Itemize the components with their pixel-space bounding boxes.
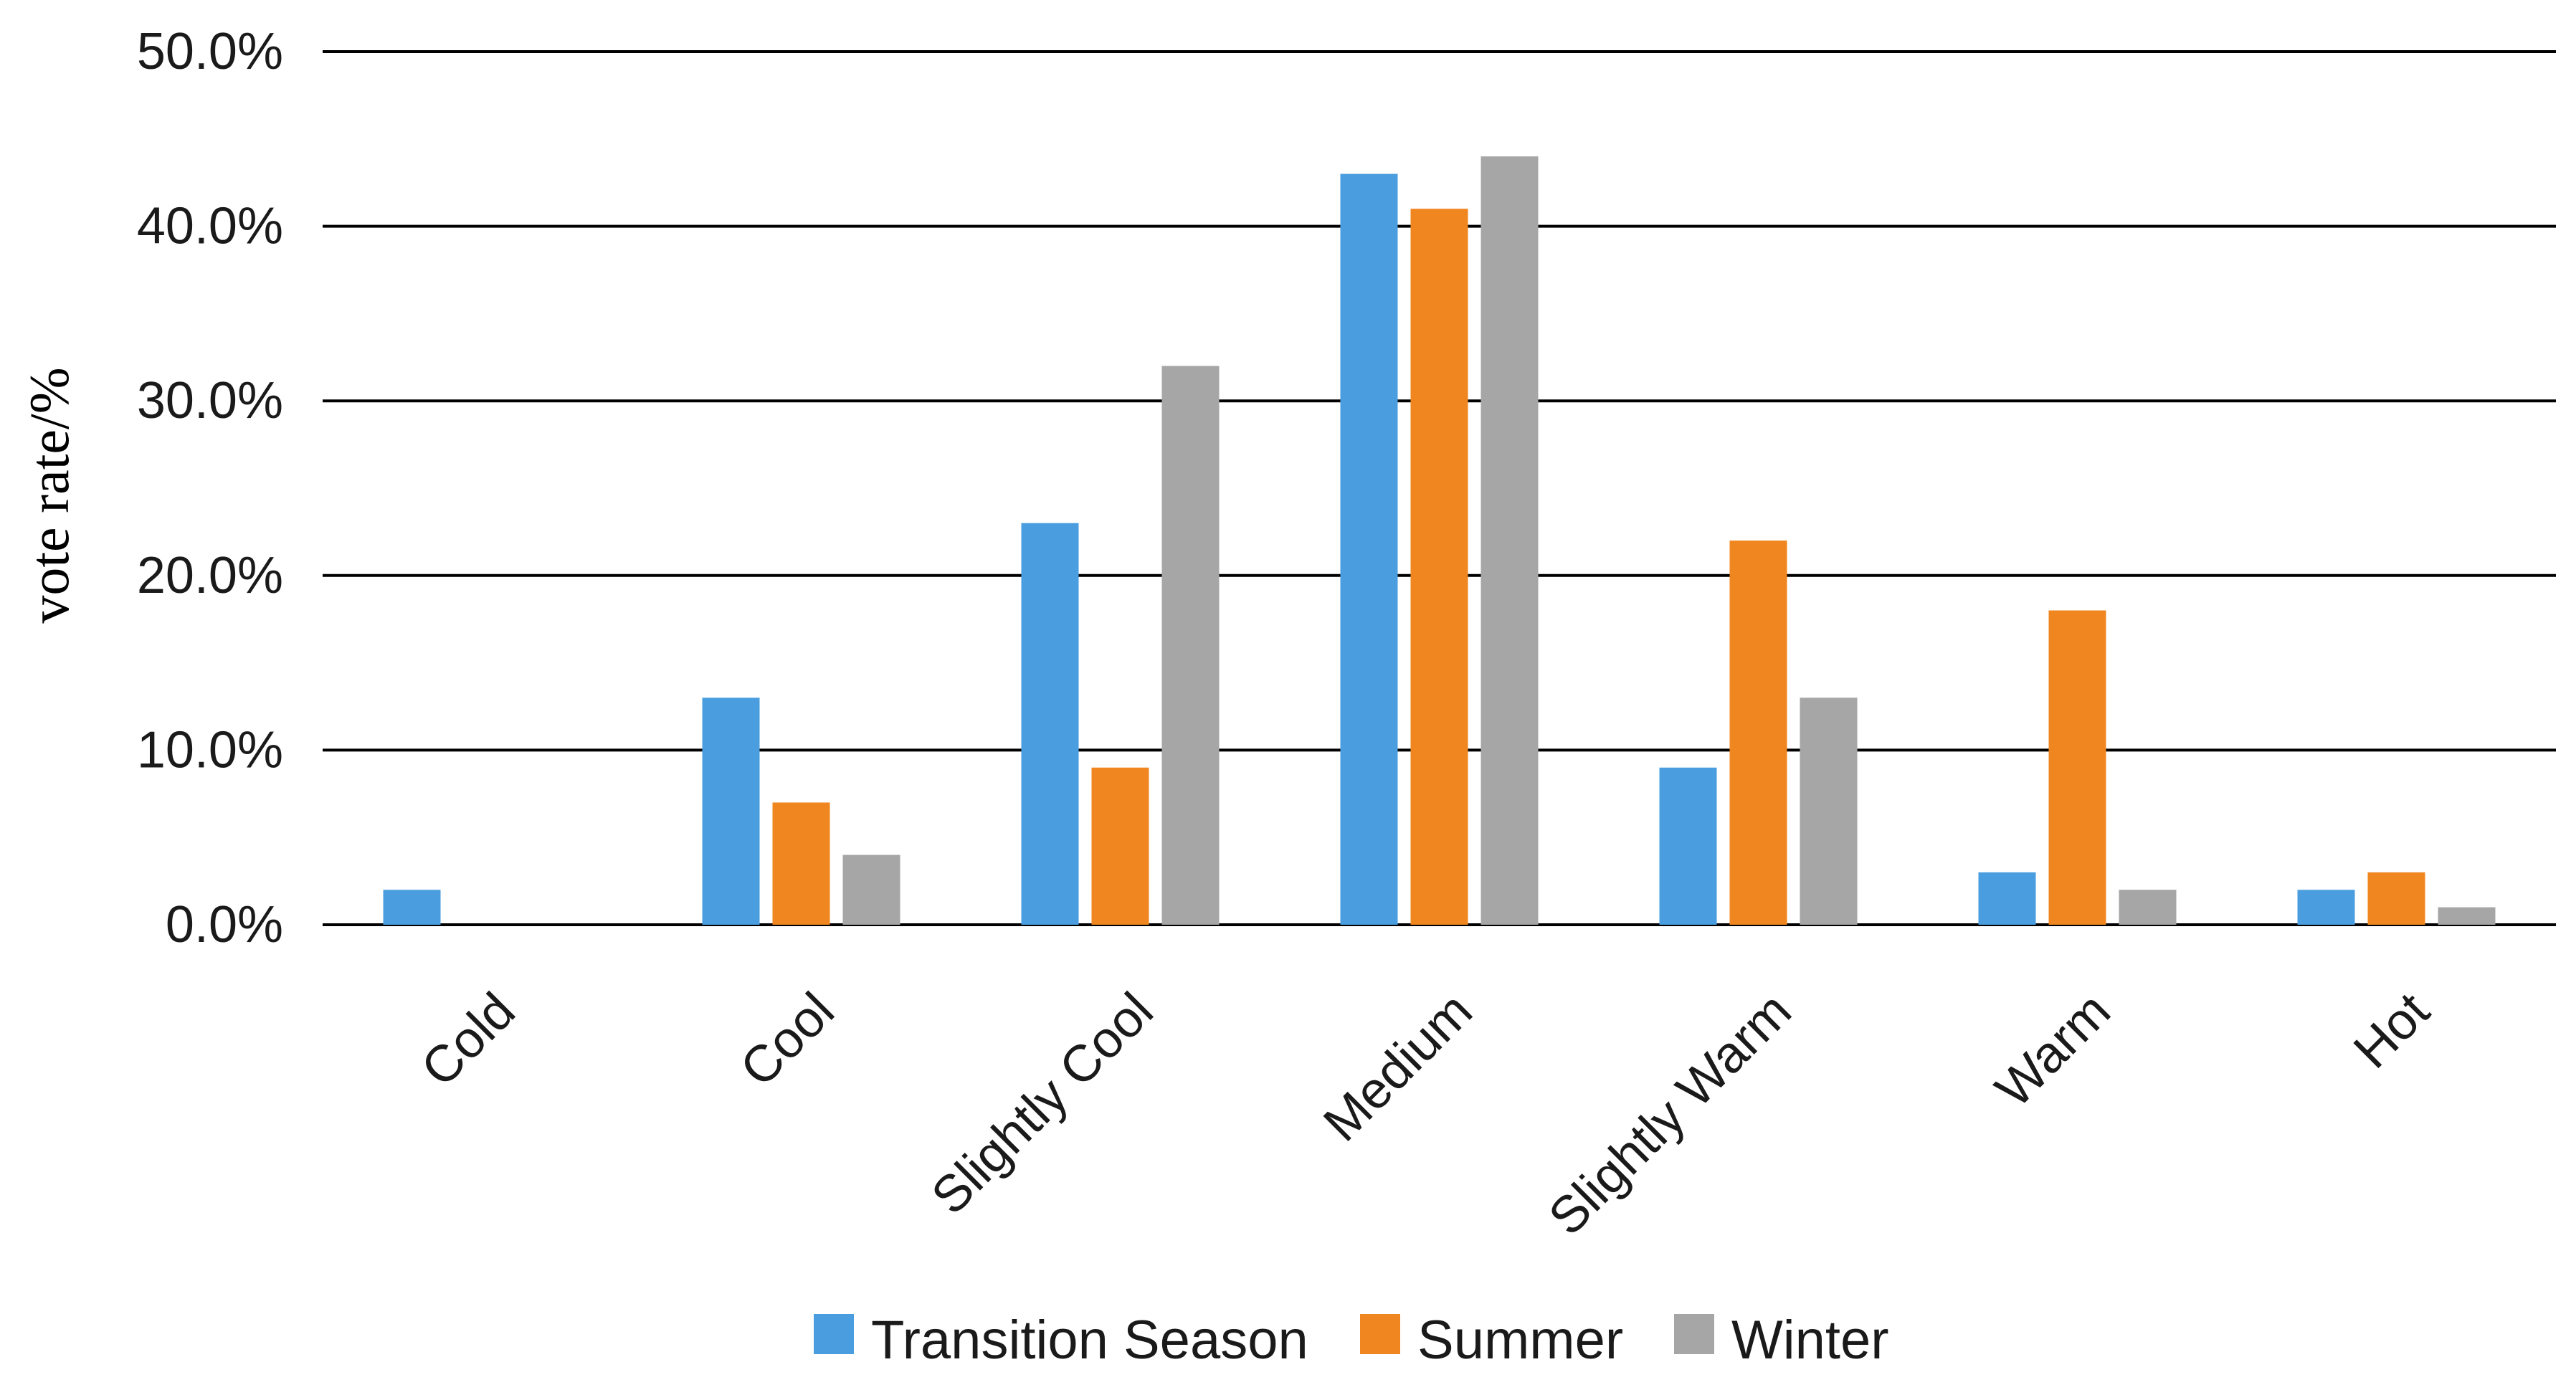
bar-transition-season-medium	[1340, 173, 1398, 925]
legend: Transition Season Summer Winter	[814, 1310, 1889, 1371]
x-category-label: Warm	[1985, 982, 2121, 1118]
legend-label: Summer	[1417, 1310, 1623, 1371]
legend-swatch	[1360, 1314, 1400, 1354]
bars	[383, 156, 2496, 925]
legend-label: Winter	[1731, 1310, 1889, 1371]
y-axis-ticks: 0.0% 10.0% 20.0% 30.0% 40.0% 50.0%	[137, 23, 283, 953]
y-tick-label: 0.0%	[166, 896, 283, 953]
bar-summer-medium	[1410, 209, 1468, 925]
bar-transition-season-slightly-warm	[1659, 767, 1717, 925]
x-category-label: Medium	[1313, 982, 1483, 1153]
x-category-label: Hot	[2343, 982, 2440, 1080]
x-category-label: Cold	[411, 982, 526, 1098]
x-axis-categories: Cold Cool Slightly Cool Medium Slightly Warm…	[411, 982, 2440, 1247]
y-tick-label: 40.0%	[137, 198, 283, 255]
x-category-label: Cool	[730, 982, 845, 1098]
legend-swatch	[814, 1314, 854, 1354]
bar-transition-season-cold	[383, 890, 441, 925]
y-tick-label: 50.0%	[137, 23, 283, 80]
y-axis-label: vote rate/%	[18, 367, 80, 623]
y-tick-label: 30.0%	[137, 372, 283, 429]
bar-winter-cool	[842, 854, 900, 925]
bar-transition-season-warm	[1978, 872, 2036, 925]
bar-winter-slightly-warm	[1800, 698, 1858, 925]
bar-winter-medium	[1481, 156, 1539, 925]
y-tick-label: 20.0%	[137, 547, 283, 604]
bar-winter-warm	[2119, 890, 2177, 925]
legend-label: Transition Season	[871, 1310, 1308, 1371]
bar-winter-hot	[2438, 907, 2496, 925]
bar-transition-season-cool	[702, 698, 760, 925]
bar-summer-slightly-cool	[1091, 767, 1149, 925]
y-tick-label: 10.0%	[137, 721, 283, 779]
bar-summer-cool	[772, 802, 830, 925]
bar-transition-season-hot	[2297, 890, 2355, 925]
bar-winter-slightly-cool	[1161, 366, 1220, 925]
x-category-label: Slightly Cool	[921, 982, 1164, 1226]
x-category-label: Slightly Warm	[1538, 982, 1802, 1247]
bar-transition-season-slightly-cool	[1021, 523, 1079, 925]
bar-summer-hot	[2367, 872, 2425, 925]
bar-summer-slightly-warm	[1729, 541, 1787, 925]
bar-summer-warm	[2048, 610, 2106, 925]
legend-swatch	[1674, 1314, 1714, 1354]
